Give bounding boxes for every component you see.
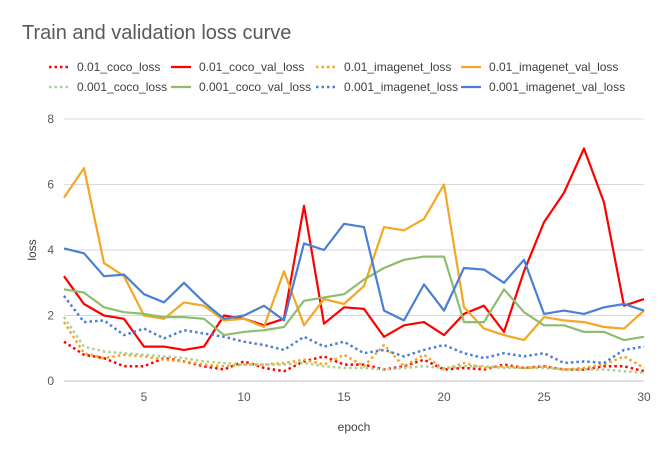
series-line-3 [63, 167, 645, 342]
legend-item: 0.01_imagenet_loss [315, 60, 451, 74]
y-tick-label: 2 [47, 309, 54, 323]
chart-legend: 0.01_coco_loss 0.01_coco_val_loss 0.01_ima… [0, 60, 668, 102]
legend-swatch [49, 65, 69, 69]
x-tick-label: 20 [437, 390, 451, 404]
legend-item: 0.01_coco_loss [48, 60, 160, 74]
legend-swatch [461, 85, 481, 89]
series-line-4 [62, 316, 645, 375]
y-tick-label: 0 [47, 374, 54, 388]
legend-label: 0.001_coco_loss [77, 80, 168, 94]
x-tick-label: 30 [637, 390, 651, 404]
legend-label: 0.01_coco_val_loss [199, 60, 305, 74]
legend-item: 0.001_coco_val_loss [170, 80, 311, 94]
x-tick-label: 5 [141, 390, 148, 404]
y-tick-label: 6 [47, 178, 54, 192]
legend-swatch [316, 65, 336, 69]
legend-swatch [171, 85, 191, 89]
legend-label: 0.01_imagenet_val_loss [489, 60, 619, 74]
legend-item: 0.001_imagenet_val_loss [460, 80, 625, 94]
series-line-5 [63, 255, 645, 342]
legend-label: 0.001_imagenet_loss [344, 80, 459, 94]
legend-item: 0.001_imagenet_loss [315, 80, 458, 94]
legend-swatch [171, 65, 191, 69]
legend-item: 0.01_coco_val_loss [170, 60, 304, 74]
x-axis-label: epoch [338, 420, 371, 434]
y-tick-label: 4 [47, 243, 54, 257]
legend-label: 0.001_coco_val_loss [199, 80, 312, 94]
legend-swatch [49, 85, 69, 89]
x-tick-label: 25 [537, 390, 551, 404]
x-tick-label: 10 [237, 390, 251, 404]
y-tick-label: 8 [47, 112, 54, 126]
x-tick-label: 15 [337, 390, 351, 404]
legend-item: 0.001_coco_loss [48, 80, 167, 94]
legend-swatch [461, 65, 481, 69]
y-axis-label: loss [25, 239, 39, 260]
legend-item: 0.01_imagenet_val_loss [460, 60, 618, 74]
legend-label: 0.001_imagenet_val_loss [489, 80, 626, 94]
legend-label: 0.01_coco_loss [77, 60, 161, 74]
series-line-6 [63, 295, 645, 365]
chart-title: Train and validation loss curve [22, 22, 292, 44]
series-line-1 [63, 147, 645, 351]
legend-swatch [316, 85, 336, 89]
series-line-7 [63, 222, 645, 322]
legend-label: 0.01_imagenet_loss [344, 60, 452, 74]
